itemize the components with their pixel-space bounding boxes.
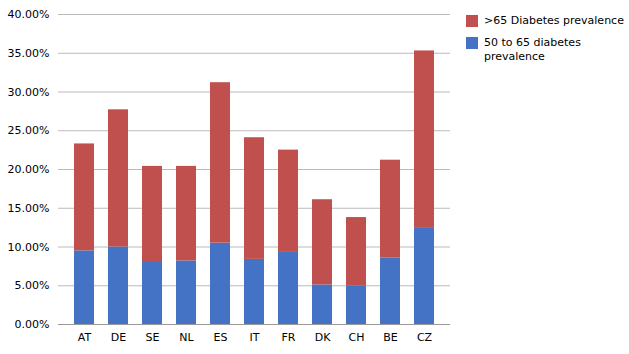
svg-text:IT: IT bbox=[250, 331, 260, 344]
svg-text:35.00%: 35.00% bbox=[8, 47, 50, 60]
html-text:>65 Diabetes prevalence: >65 Diabetes prevalence bbox=[484, 14, 624, 27]
svg-text:15.00%: 15.00% bbox=[8, 202, 50, 215]
svg-text:CZ: CZ bbox=[417, 331, 433, 344]
html-text:50 to 65 diabetes prevalence: 50 to 65 diabetes prevalence bbox=[484, 35, 581, 63]
svg-text:CH: CH bbox=[349, 331, 365, 344]
svg-text:0.00%: 0.00% bbox=[15, 318, 50, 331]
svg-text:NL: NL bbox=[179, 331, 194, 344]
svg-text:20.00%: 20.00% bbox=[8, 163, 50, 176]
svg-text:ES: ES bbox=[214, 331, 228, 344]
svg-text:DE: DE bbox=[111, 331, 126, 344]
svg-text:5.00%: 5.00% bbox=[15, 279, 50, 292]
svg-text:10.00%: 10.00% bbox=[8, 241, 50, 254]
svg-text:BE: BE bbox=[383, 331, 398, 344]
svg-text:40.00%: 40.00% bbox=[8, 8, 50, 21]
svg-text:30.00%: 30.00% bbox=[8, 86, 50, 99]
svg-text:FR: FR bbox=[282, 331, 296, 344]
svg-text:DK: DK bbox=[315, 331, 331, 344]
svg-text:25.00%: 25.00% bbox=[8, 124, 50, 137]
svg-text:SE: SE bbox=[146, 331, 160, 344]
svg-text:AT: AT bbox=[78, 331, 92, 344]
